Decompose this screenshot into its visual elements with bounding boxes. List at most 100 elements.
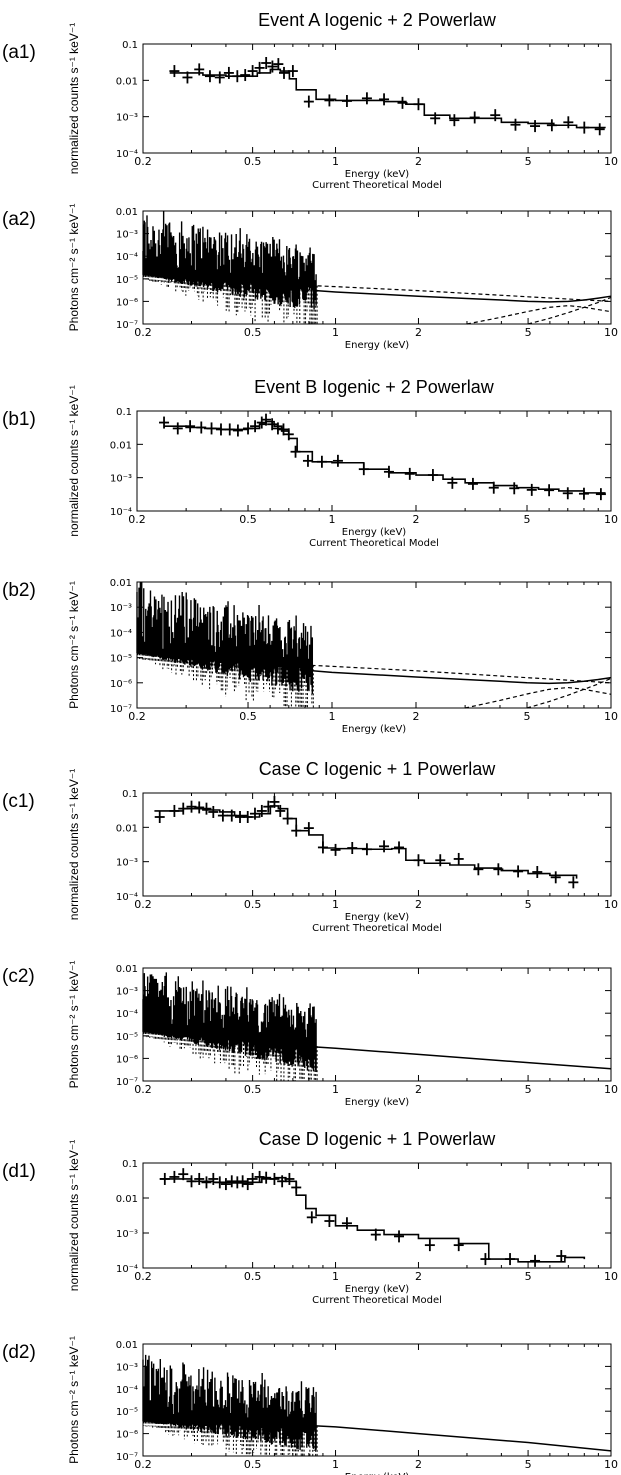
x-tick-label: 1 — [329, 710, 336, 723]
component-line-dips — [137, 653, 314, 708]
x-axis-label: Energy (keV) — [345, 1472, 410, 1475]
x-tick-label: 2 — [415, 1083, 422, 1096]
y-tick-label: 10⁻³ — [116, 113, 138, 124]
y-tick-label: 10⁻³ — [110, 603, 132, 614]
panel-label: (b1) — [2, 409, 36, 430]
x-tick-label: 10 — [604, 513, 618, 526]
panel-a2: (a2) 0.2 0.5 1 2 5 10 10⁻⁷ 10⁻⁶ 10⁻⁵ 10⁻⁴ 10⁻³ 0.01 E… — [2, 204, 618, 351]
x-tick-label: 2 — [415, 1458, 422, 1471]
y-tick-label: 0.1 — [122, 1159, 138, 1170]
y-tick-label: 10⁻⁷ — [116, 1077, 138, 1088]
x-axis-label: Energy (keV) — [342, 527, 407, 538]
x-tick-label: 0.5 — [244, 1270, 262, 1283]
x-tick-label: 2 — [415, 898, 422, 911]
x-tick-label: 10 — [604, 155, 618, 168]
x-tick-label: 10 — [604, 898, 618, 911]
x-tick-label: 0.5 — [244, 1083, 262, 1096]
x-tick-label: 2 — [412, 710, 419, 723]
y-tick-label: 0.01 — [116, 1194, 138, 1205]
y-tick-label: 0.1 — [122, 789, 138, 800]
panel-c1: (c1) Case C Iogenic + 1 Powerlaw 0.2 0.5 1 2 5… — [2, 759, 618, 934]
y-tick-label: 0.01 — [116, 823, 138, 834]
component-line-dips — [143, 274, 318, 324]
y-axis-label: normalized counts s⁻¹ keV⁻¹ — [67, 23, 81, 174]
x-tick-label: 0.2 — [134, 898, 152, 911]
x-tick-label: 0.2 — [134, 326, 152, 339]
x-tick-label: 10 — [604, 1083, 618, 1096]
plot-frame — [142, 1162, 612, 1269]
y-tick-label: 0.1 — [116, 407, 132, 418]
model-caption: Current Theoretical Model — [312, 1295, 442, 1306]
x-tick-label: 1 — [332, 1083, 339, 1096]
model-component-line — [142, 1420, 317, 1427]
model-total-line — [316, 1425, 612, 1452]
y-tick-label: 0.01 — [110, 440, 132, 451]
y-tick-label: 10⁻⁴ — [116, 1009, 138, 1020]
y-tick-label: 10⁻⁴ — [116, 252, 138, 263]
y-tick-label: 0.01 — [110, 578, 132, 589]
y-tick-label: 10⁻³ — [116, 987, 138, 998]
y-tick-label: 10⁻⁴ — [116, 1385, 138, 1396]
model-total-line — [312, 670, 612, 685]
y-axis-label: Photons cm⁻² s⁻¹ keV⁻¹ — [67, 581, 81, 709]
y-tick-label: 10⁻⁴ — [116, 1264, 138, 1275]
panel-label: (a1) — [2, 42, 36, 63]
x-tick-label: 2 — [415, 155, 422, 168]
panel-c2: (c2) 0.2 0.5 1 2 5 10 10⁻⁷ 10⁻⁶ 10⁻⁵ 10⁻⁴ 10⁻³ 0.01 E… — [2, 961, 618, 1108]
y-tick-label: 10⁻³ — [116, 1229, 138, 1240]
y-tick-label: 10⁻⁶ — [110, 679, 132, 690]
chart-title: Case D Iogenic + 1 Powerlaw — [259, 1129, 497, 1149]
y-tick-label: 10⁻⁵ — [116, 1032, 138, 1043]
y-tick-label: 10⁻⁴ — [116, 892, 138, 903]
x-tick-label: 5 — [524, 513, 531, 526]
y-tick-label: 10⁻³ — [116, 230, 138, 241]
y-tick-label: 10⁻⁷ — [110, 704, 132, 715]
panel-label: (d1) — [2, 1161, 36, 1182]
y-axis-label: Photons cm⁻² s⁻¹ keV⁻¹ — [67, 204, 81, 332]
panel-d2: (d2) 0.2 0.5 1 2 5 10 10⁻⁷ 10⁻⁶ 10⁻⁵ 10⁻⁴ 10⁻³ 0.01 E… — [2, 1336, 618, 1475]
x-tick-label: 1 — [332, 1270, 339, 1283]
y-axis-label: normalized counts s⁻¹ keV⁻¹ — [67, 1140, 81, 1291]
chart-title: Case C Iogenic + 1 Powerlaw — [259, 759, 497, 779]
x-tick-label: 1 — [332, 1458, 339, 1471]
plot-frame — [142, 792, 612, 897]
model-component-line — [142, 1031, 317, 1047]
y-tick-label: 0.01 — [116, 1340, 138, 1351]
panel-label: (b2) — [2, 580, 36, 601]
panel-label: (c2) — [2, 966, 35, 987]
x-tick-label: 2 — [412, 513, 419, 526]
x-tick-label: 0.5 — [239, 513, 257, 526]
panel-label: (c1) — [2, 791, 35, 812]
model-caption: Current Theoretical Model — [309, 538, 439, 549]
panel-b2: (b2) 0.2 0.5 1 2 5 10 10⁻⁷ 10⁻⁶ 10⁻⁵ 10⁻⁴ 10⁻³ 0.01 E… — [2, 578, 618, 735]
x-tick-label: 0.2 — [134, 155, 152, 168]
y-axis-label: normalized counts s⁻¹ keV⁻¹ — [67, 769, 81, 920]
x-tick-label: 0.5 — [244, 326, 262, 339]
y-tick-label: 10⁻⁴ — [116, 149, 138, 160]
y-tick-label: 10⁻⁴ — [110, 507, 132, 518]
model-caption: Current Theoretical Model — [312, 923, 442, 934]
x-tick-label: 1 — [329, 513, 336, 526]
y-tick-label: 10⁻⁵ — [116, 1407, 138, 1418]
x-tick-label: 5 — [525, 898, 532, 911]
x-tick-label: 1 — [332, 898, 339, 911]
y-axis-label: Photons cm⁻² s⁻¹ keV⁻¹ — [67, 1336, 81, 1464]
y-tick-label: 0.01 — [116, 207, 138, 218]
x-tick-label: 2 — [415, 1270, 422, 1283]
y-tick-label: 10⁻⁶ — [116, 1430, 138, 1441]
x-tick-label: 10 — [604, 1458, 618, 1471]
model-component-line — [142, 274, 612, 302]
x-tick-label: 0.5 — [244, 898, 262, 911]
model-caption: Current Theoretical Model — [312, 180, 442, 191]
y-tick-label: 10⁻⁵ — [110, 654, 132, 665]
y-tick-label: 0.1 — [122, 40, 138, 51]
panel-d1: (d1) Case D Iogenic + 1 Powerlaw 0.2 0.5 1 2 5… — [2, 1129, 618, 1306]
panel-a1: (a1) Event A Iogenic + 2 Powerlaw 0.2 0.5 1 2… — [2, 10, 618, 191]
x-axis-label: Energy (keV) — [345, 1097, 410, 1108]
model-total-line — [316, 1046, 612, 1070]
model-step-line — [159, 1176, 586, 1263]
x-tick-label: 0.2 — [134, 1458, 152, 1471]
x-tick-label: 0.5 — [239, 710, 257, 723]
y-tick-label: 10⁻³ — [110, 474, 132, 485]
